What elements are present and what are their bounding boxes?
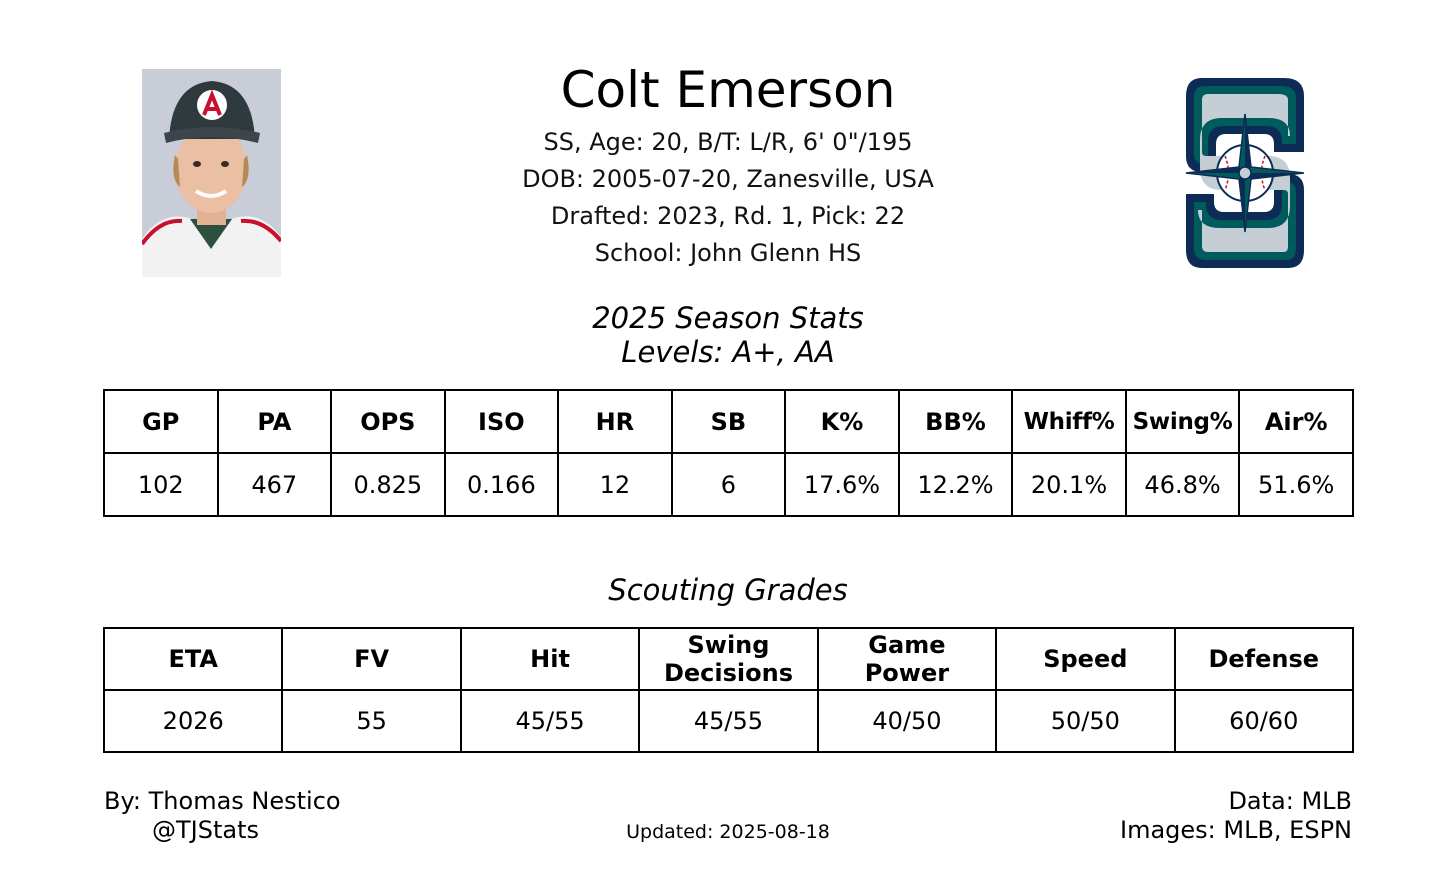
season-stats-table: GP PA OPS ISO HR SB K% BB% Whiff% Swing%… <box>103 389 1354 517</box>
grades-header-line: Defense <box>1208 645 1320 673</box>
grades-value-cell: 60/60 <box>1173 689 1355 753</box>
stats-header-cell: ISO <box>443 389 560 454</box>
stats-header-cell: GP <box>103 389 219 454</box>
grades-header-cell: FV <box>281 627 462 691</box>
grades-header-cell: Game Power <box>816 627 998 691</box>
author-credit: By: Thomas Nestico <box>104 787 341 815</box>
grades-header-line: Power <box>864 659 950 687</box>
bio-position-age: SS, Age: 20, B/T: L/R, 6' 0"/195 <box>543 128 913 156</box>
grades-header-cell: Speed <box>995 627 1176 691</box>
stats-header-cell: Air% <box>1238 389 1354 454</box>
grades-header-cell: Defense <box>1173 627 1355 691</box>
images-source: Images: MLB, ESPN <box>1119 816 1352 844</box>
stats-value-cell: 102 <box>103 452 219 517</box>
stats-value-cell: 0.825 <box>330 452 446 517</box>
grades-header-cell: ETA <box>102 627 284 691</box>
stats-value-cell: 46.8% <box>1124 452 1241 517</box>
grades-header-line: Decisions <box>663 659 793 687</box>
grades-header-line: ETA <box>168 645 218 673</box>
stats-value-cell: 12 <box>557 452 673 517</box>
team-logo <box>1180 74 1310 272</box>
grades-value-cell: 55 <box>281 689 462 753</box>
scouting-grades-title: Scouting Grades <box>608 573 848 607</box>
grades-value-cell: 2026 <box>102 689 284 753</box>
stats-header-cell: K% <box>784 389 900 454</box>
stats-header-cell: Whiff% <box>1011 389 1127 454</box>
stats-value-cell: 467 <box>216 452 333 517</box>
stats-header-cell: OPS <box>330 389 446 454</box>
mariners-s-compass-logo-icon <box>1185 78 1305 268</box>
grades-value-cell: 50/50 <box>995 689 1176 753</box>
bio-draft: Drafted: 2023, Rd. 1, Pick: 22 <box>550 202 906 230</box>
stats-value-cell: 12.2% <box>897 452 1014 517</box>
grades-header-cell: Hit <box>459 627 641 691</box>
grades-value-cell: 45/55 <box>638 689 819 753</box>
stats-value-row: 102 467 0.825 0.166 12 6 17.6% 12.2% 20.… <box>103 452 1354 517</box>
stats-value-cell: 20.1% <box>1011 452 1127 517</box>
grades-header-line: Hit <box>530 645 570 673</box>
season-stats-levels: Levels: A+, AA <box>621 335 835 369</box>
author-handle: @TJStats <box>152 816 260 844</box>
updated-date: Updated: 2025-08-18 <box>626 821 830 843</box>
player-name: Colt Emerson <box>560 61 896 119</box>
grades-header-line: Speed <box>1043 645 1128 673</box>
grades-header-line: Game <box>868 631 946 659</box>
grades-value-cell: 45/55 <box>459 689 641 753</box>
stats-header-cell: PA <box>216 389 333 454</box>
stats-header-cell: HR <box>557 389 673 454</box>
player-photo <box>142 69 281 277</box>
stats-value-cell: 17.6% <box>784 452 900 517</box>
scouting-grades-table: ETA FV Hit Swing Decisions Game Power Spee… <box>102 627 1355 753</box>
grades-value-cell: 40/50 <box>816 689 998 753</box>
bio-dob: DOB: 2005-07-20, Zanesville, USA <box>522 165 934 193</box>
stats-header-cell: Swing% <box>1124 389 1241 454</box>
bio-school: School: John Glenn HS <box>594 239 862 267</box>
stats-header-cell: BB% <box>897 389 1014 454</box>
season-stats-title: 2025 Season Stats <box>592 301 864 335</box>
grades-value-row: 2026 55 45/55 45/55 40/50 50/50 60/60 <box>102 689 1355 753</box>
stats-value-cell: 0.166 <box>443 452 560 517</box>
grades-header-row: ETA FV Hit Swing Decisions Game Power Spee… <box>102 627 1355 691</box>
stats-value-cell: 6 <box>670 452 787 517</box>
grades-header-line: Swing <box>687 631 770 659</box>
grades-header-line: FV <box>354 645 390 673</box>
stats-header-cell: SB <box>670 389 787 454</box>
data-source: Data: MLB <box>1228 787 1352 815</box>
player-headshot-icon <box>142 69 281 277</box>
stats-header-row: GP PA OPS ISO HR SB K% BB% Whiff% Swing%… <box>103 389 1354 454</box>
stats-value-cell: 51.6% <box>1238 452 1354 517</box>
grades-header-cell: Swing Decisions <box>638 627 819 691</box>
